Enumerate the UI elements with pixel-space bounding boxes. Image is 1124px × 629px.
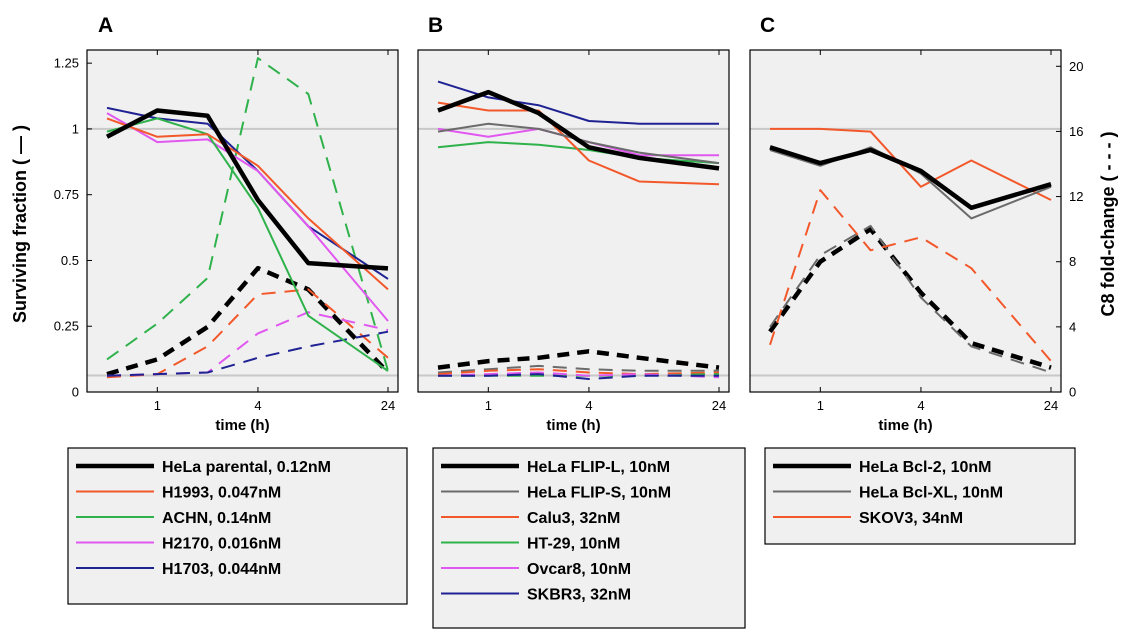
y-left-tick-label: 1.25: [54, 56, 79, 71]
panel-c: 1 4 24 time (h) 0 4 8 12 16 20: [749, 49, 1083, 434]
surviving-line: [437, 89, 720, 171]
c8-line: [106, 330, 389, 377]
legend-entry: HeLa FLIP-L, 10nM: [527, 459, 670, 476]
plot-frame: [417, 49, 730, 393]
y-right-tick-label: 0: [1069, 385, 1076, 400]
x-axis-title: time (h): [546, 417, 600, 434]
legend-box: [432, 447, 746, 629]
surviving-line: [769, 145, 1052, 211]
y-right-tick-label: 12: [1069, 189, 1083, 204]
plot-area-c: [750, 50, 1061, 392]
c8-line: [106, 57, 389, 372]
surviving-line: [106, 117, 389, 291]
y-left-tick-label: 0: [72, 385, 79, 400]
c8-line: [438, 373, 719, 380]
panel-b: 1 4 24 time (h): [417, 49, 730, 434]
x-tick-label: 1: [154, 398, 161, 413]
legend-entry: SKBR3, 32nM: [527, 587, 631, 604]
panel-label-b: B: [428, 14, 443, 37]
legend-entry: H2170, 0.016nM: [162, 536, 281, 553]
legend-entry: HeLa Bcl-XL, 10nM: [859, 485, 1003, 502]
legend-entry: HT-29, 10nM: [527, 536, 620, 553]
series-group: [105, 57, 390, 379]
legend-entry: SKOV3, 34nM: [859, 510, 963, 527]
y-left-tick-label: 0.25: [54, 319, 79, 334]
y-right-tick-label: 16: [1069, 124, 1083, 139]
y-left-tick-label: 0.75: [54, 187, 79, 202]
x-tick-label: 4: [585, 398, 592, 413]
y-left-tick-label: 1: [72, 121, 79, 136]
legend-box: [67, 447, 408, 605]
x-tick-label: 1: [817, 398, 824, 413]
left-axis-label: Surviving fraction ( — ): [10, 125, 30, 323]
y-right-tick-label: 8: [1069, 254, 1076, 269]
series-group: [437, 80, 720, 380]
legend-entry: HeLa FLIP-S, 10nM: [527, 485, 671, 502]
x-axis-title: time (h): [215, 417, 269, 434]
x-tick-label: 24: [712, 398, 726, 413]
legend-entry: HeLa Bcl-2, 10nM: [859, 459, 991, 476]
legend-entry: H1993, 0.047nM: [162, 485, 281, 502]
y-right-tick-label: 4: [1069, 319, 1076, 334]
x-tick-label: 24: [381, 398, 395, 413]
x-axis-title: time (h): [878, 417, 932, 434]
y-right-tick-label: 20: [1069, 59, 1083, 74]
legend-b: HeLa FLIP-L, 10nM HeLa FLIP-S, 10nM Calu3,…: [432, 447, 746, 629]
panel-label-c: C: [760, 14, 775, 37]
panel-label-a: A: [98, 14, 113, 37]
c8-line: [437, 349, 720, 370]
c8-line: [106, 288, 389, 379]
c8-line: [106, 265, 390, 377]
series-group: [768, 127, 1052, 374]
surviving-line: [105, 108, 389, 271]
x-tick-label: 1: [485, 398, 492, 413]
x-tick-label: 4: [917, 398, 924, 413]
legend-entry: Ovcar8, 10nM: [527, 561, 631, 578]
x-tick-label: 4: [254, 398, 261, 413]
legend-c: HeLa Bcl-2, 10nM HeLa Bcl-XL, 10nM SKOV3, …: [764, 447, 1076, 545]
surviving-line: [437, 122, 720, 165]
plot-frame: [86, 49, 399, 393]
right-axis-label: C8 fold-change ( - - - ): [1098, 132, 1118, 317]
surviving-line: [106, 117, 389, 372]
panel-a: 1 4 24 time (h) 0 0.25 0.5 0.75 1 1.25: [54, 49, 399, 434]
c8-line: [437, 371, 720, 379]
legend-entry: HeLa parental, 0.12nM: [162, 459, 331, 476]
plot-area-a: [87, 50, 398, 392]
legend-a: HeLa parental, 0.12nM H1993, 0.047nM ACHN,…: [67, 447, 408, 605]
x-tick-label: 24: [1044, 398, 1058, 413]
c8-line: [437, 364, 719, 374]
y-left-tick-label: 0.5: [61, 253, 79, 268]
c8-line: [106, 311, 389, 377]
c8-line: [769, 189, 1052, 362]
legend-entry: Calu3, 32nM: [527, 510, 620, 527]
plot-frame: [749, 49, 1062, 393]
c8-line: [769, 224, 1052, 374]
legend-entry: ACHN, 0.14nM: [162, 510, 271, 527]
legend-entry: H1703, 0.044nM: [162, 561, 281, 578]
